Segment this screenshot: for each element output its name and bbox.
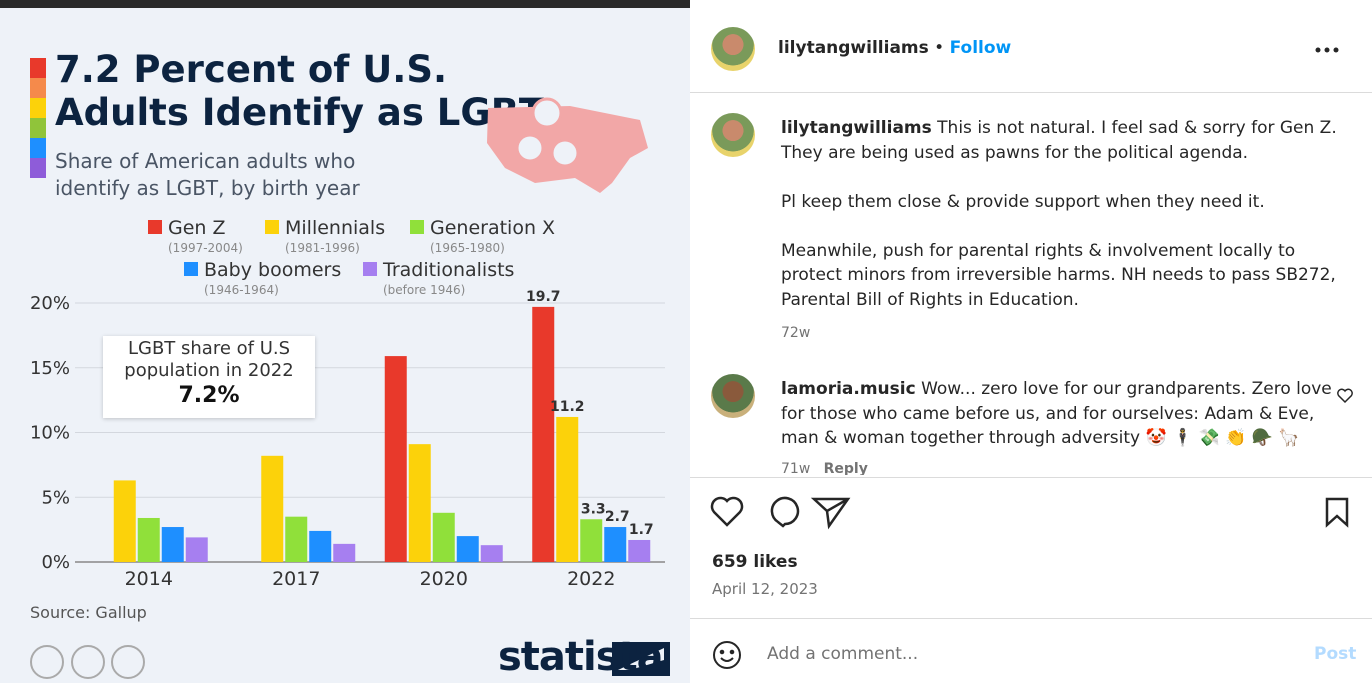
annotation-box: LGBT share of U.S population in 2022 7.2… [103, 336, 315, 418]
annotation-value: 7.2% [103, 382, 315, 410]
comment-age: 71w [781, 461, 810, 476]
us-map-icon [487, 99, 648, 193]
comment: lilytangwilliams This is not natural. I … [781, 116, 1341, 346]
comment-input[interactable]: Add a comment... [767, 644, 918, 664]
like-comment-icon[interactable] [1336, 387, 1354, 405]
legend-years: (1997-2004) [168, 241, 243, 255]
data-label: 3.3 [581, 501, 606, 517]
legend-label: Baby boomers [204, 259, 341, 281]
comments-area: lilytangwilliams This is not natural. I … [690, 93, 1372, 475]
divider [690, 618, 1372, 619]
divider [690, 477, 1372, 478]
legend-years: (1965-1980) [430, 241, 505, 255]
legend-years: (before 1946) [383, 283, 465, 297]
data-label: 2.7 [605, 509, 630, 525]
bar [186, 537, 208, 562]
bar [261, 456, 283, 562]
bar [457, 536, 479, 562]
x-tick-label: 2017 [272, 568, 320, 590]
likes-count[interactable]: 659 likes [712, 552, 798, 572]
x-tick-label: 2020 [420, 568, 468, 590]
action-bar [710, 494, 1360, 530]
comment: lamoria.music Wow... zero love for our g… [781, 377, 1341, 475]
bar [114, 480, 136, 562]
y-tick-label: 20% [30, 293, 70, 314]
bar [162, 527, 184, 562]
comment-avatar[interactable] [711, 113, 755, 157]
legend-label: Gen Z [168, 217, 226, 239]
bar [604, 527, 626, 562]
bar [628, 540, 650, 562]
post-button[interactable]: Post [1314, 644, 1356, 664]
save-icon[interactable] [1327, 499, 1347, 525]
license-icons [31, 646, 144, 678]
comment-text: Meanwhile, push for parental rights & in… [781, 239, 1341, 313]
comment-icon[interactable] [772, 498, 798, 526]
post-header: lilytangwilliams • Follow [778, 38, 1011, 58]
bar [556, 417, 578, 562]
brand: statista [498, 634, 663, 680]
share-icon[interactable] [814, 499, 848, 526]
legend-label: Generation X [430, 217, 555, 239]
y-tick-label: 15% [30, 358, 70, 379]
comment-user[interactable]: lilytangwilliams [781, 118, 932, 138]
y-tick-label: 0% [41, 552, 70, 573]
data-label: 1.7 [629, 522, 654, 538]
bar [409, 444, 431, 562]
bar [285, 517, 307, 562]
legend-swatch [363, 262, 377, 276]
bar [481, 545, 503, 562]
emoji-button[interactable] [712, 640, 742, 670]
comment-user[interactable]: lamoria.music [781, 379, 916, 399]
legend-years: (1946-1964) [204, 283, 279, 297]
legend-label: Millennials [285, 217, 385, 239]
comment-avatar[interactable] [711, 374, 755, 418]
legend-years: (1981-1996) [285, 241, 360, 255]
bar [385, 356, 407, 562]
infographic: 7.2 Percent of U.S. Adults Identify as L… [0, 0, 690, 683]
bar [580, 519, 602, 562]
like-icon[interactable] [712, 498, 742, 525]
bar [532, 307, 554, 562]
legend-swatch [410, 220, 424, 234]
bar [309, 531, 331, 562]
page: 7.2 Percent of U.S. Adults Identify as L… [0, 0, 1372, 683]
author-avatar[interactable] [711, 27, 755, 71]
bar [333, 544, 355, 562]
y-tick-label: 10% [30, 423, 70, 444]
x-tick-label: 2022 [567, 568, 615, 590]
legend-label: Traditionalists [382, 259, 514, 281]
legend-swatch [184, 262, 198, 276]
post-panel: lilytangwilliams • Follow lilytangwillia… [690, 0, 1372, 683]
more-options[interactable] [1313, 40, 1343, 60]
bar [433, 513, 455, 562]
legend-swatch [148, 220, 162, 234]
comment-text: Pl keep them close & provide support whe… [781, 190, 1341, 215]
x-tick-label: 2014 [125, 568, 173, 590]
post-date: April 12, 2023 [712, 580, 818, 598]
author-name[interactable]: lilytangwilliams [778, 38, 929, 58]
comment-age: 72w [781, 325, 810, 341]
annotation-text: LGBT share of U.S population in 2022 [124, 338, 293, 381]
follow-button[interactable]: Follow [950, 38, 1012, 58]
bar [138, 518, 160, 562]
y-tick-label: 5% [41, 487, 70, 508]
reply-button[interactable]: Reply [824, 461, 868, 476]
data-label: 11.2 [550, 399, 585, 415]
dot-separator: • [934, 38, 949, 58]
legend-swatch [265, 220, 279, 234]
source: Source: Gallup [30, 603, 147, 622]
data-label: 19.7 [526, 289, 561, 305]
